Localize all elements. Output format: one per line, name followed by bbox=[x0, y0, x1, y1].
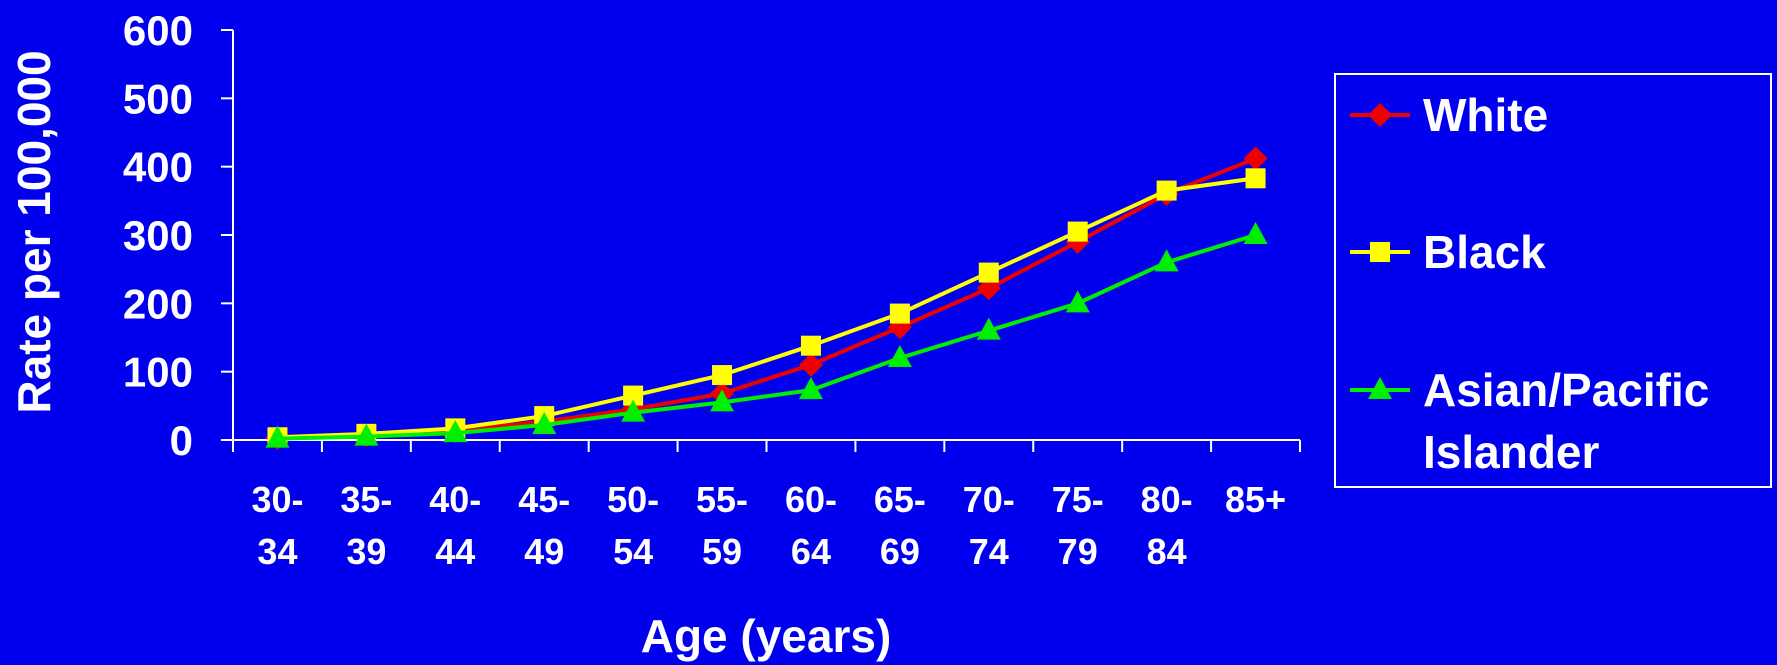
legend-marker-black bbox=[1370, 242, 1390, 262]
series-line-black bbox=[277, 176, 1256, 440]
x-tick-label: 30-34 bbox=[251, 479, 303, 572]
data-point-white bbox=[1243, 146, 1268, 171]
data-point-asian-pacific-islander bbox=[532, 411, 557, 434]
x-axis-title: Age (years) bbox=[641, 610, 892, 662]
data-point-asian-pacific-islander bbox=[265, 425, 290, 448]
legend: White Black Asian/Pacific Islander bbox=[1334, 73, 1772, 488]
plot-area: 0 100 200 300 400 500 600 30-34 35-39 40-44 45-49 5… bbox=[123, 7, 1301, 572]
data-point-asian-pacific-islander bbox=[443, 420, 468, 443]
y-tick-label: 400 bbox=[123, 144, 193, 191]
data-point-asian-pacific-islander bbox=[887, 345, 912, 367]
data-point-black bbox=[1245, 168, 1266, 189]
data-point-black bbox=[889, 303, 910, 324]
data-point-asian-pacific-islander bbox=[1065, 290, 1090, 313]
data-point-asian-pacific-islander bbox=[798, 377, 823, 400]
legend-label-black: Black bbox=[1423, 226, 1546, 278]
x-tick-label: 45-49 bbox=[518, 479, 570, 572]
data-point-black bbox=[978, 262, 999, 283]
data-point-asian-pacific-islander bbox=[976, 317, 1001, 340]
legend-label-asian-pacific-islander: Asian/Pacific Islander bbox=[1423, 364, 1709, 478]
y-tick-label: 100 bbox=[123, 349, 193, 396]
x-tick-label: 80-84 bbox=[1141, 479, 1193, 572]
legend-label-white: White bbox=[1423, 89, 1548, 141]
legend-marker-asian-pacific-islander bbox=[1368, 377, 1392, 399]
data-point-black bbox=[623, 385, 644, 406]
x-tick-label: 70-74 bbox=[963, 479, 1015, 572]
legend-marker-white bbox=[1368, 103, 1392, 127]
y-tick-label: 0 bbox=[170, 417, 193, 464]
data-point-black bbox=[1156, 180, 1177, 201]
data-point-asian-pacific-islander bbox=[1154, 249, 1179, 272]
series-line-asian-pacific-islander bbox=[277, 233, 1257, 441]
legend-box bbox=[1334, 73, 1772, 488]
y-tick-label: 200 bbox=[123, 280, 193, 327]
x-tick-label: 65-69 bbox=[874, 479, 926, 572]
x-tick-label: 75-79 bbox=[1052, 479, 1104, 572]
x-tick-label: 50-54 bbox=[607, 479, 659, 572]
data-point-black bbox=[800, 335, 821, 356]
data-point-asian-pacific-islander bbox=[1243, 222, 1268, 244]
y-axis-title: Rate per 100,000 bbox=[8, 50, 60, 413]
x-tick-label: 85+ bbox=[1225, 479, 1286, 520]
data-point-white bbox=[798, 352, 823, 377]
x-tick-label: 35-39 bbox=[340, 479, 392, 572]
data-point-black bbox=[712, 365, 733, 386]
data-point-black bbox=[1067, 221, 1088, 242]
data-point-asian-pacific-islander bbox=[710, 389, 735, 412]
data-point-asian-pacific-islander bbox=[621, 399, 646, 422]
x-tick-label: 60-64 bbox=[785, 479, 837, 572]
x-tick-label: 40-44 bbox=[429, 479, 481, 572]
data-point-asian-pacific-islander bbox=[354, 423, 379, 446]
y-tick-label: 300 bbox=[123, 212, 193, 259]
y-tick-label: 600 bbox=[123, 7, 193, 54]
y-tick-label: 500 bbox=[123, 75, 193, 122]
x-tick-label: 55-59 bbox=[696, 479, 748, 572]
